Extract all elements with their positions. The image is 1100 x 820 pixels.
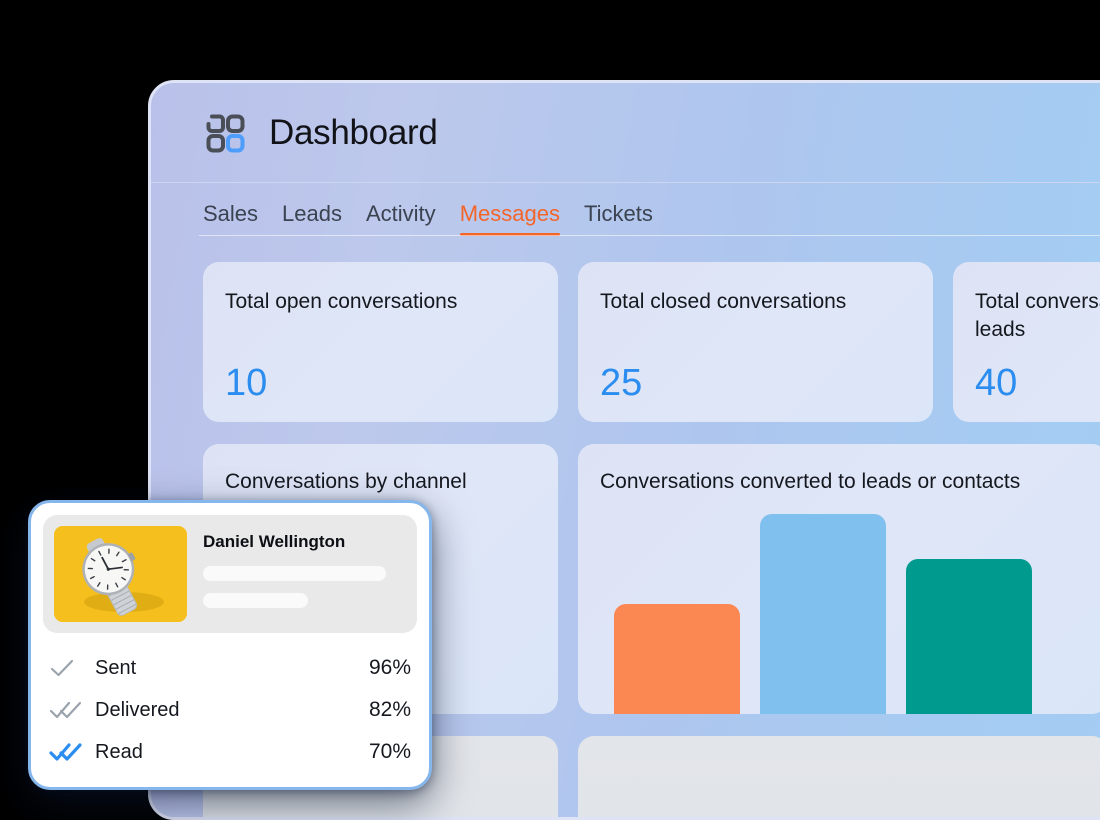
message-stats-overlay-card: Daniel Wellington Sent 96% Delivered (28, 500, 432, 790)
bar-3 (906, 559, 1032, 714)
tab-leads[interactable]: Leads (282, 201, 342, 226)
stat-row-delivered: Delivered 82% (49, 689, 411, 731)
double-check-icon (49, 743, 95, 761)
stat-card-label: Total conversations converted to leads (975, 290, 1100, 341)
tab-tickets[interactable]: Tickets (583, 201, 653, 226)
chart-title: Conversations converted to leads or cont… (600, 470, 1021, 493)
stat-row-label: Read (95, 740, 143, 763)
stat-row-label: Sent (95, 656, 137, 679)
bar-chart (614, 514, 1032, 714)
product-info: Daniel Wellington (203, 526, 406, 608)
product-preview[interactable]: Daniel Wellington (43, 515, 417, 633)
wristwatch-on-yellow-photo (54, 526, 187, 622)
stat-card-row: Total open conversations 10 Total closed… (151, 236, 1100, 422)
page-title: Dashboard (269, 113, 438, 152)
tab-sales[interactable]: Sales (203, 201, 259, 226)
stat-row-value: 70% (368, 740, 411, 763)
stat-card-open-conversations[interactable]: Total open conversations 10 (203, 262, 558, 422)
message-delivery-stats: Sent 96% Delivered 82% Read 70% (43, 633, 417, 773)
product-name: Daniel Wellington (203, 532, 346, 551)
stat-row-label: Delivered (95, 698, 180, 721)
double-check-icon (49, 701, 95, 719)
bar-1 (614, 604, 740, 714)
tab-activity[interactable]: Activity (366, 201, 436, 226)
single-check-icon (49, 659, 95, 677)
stat-card-value: 40 (975, 362, 1018, 404)
stat-row-sent: Sent 96% (49, 647, 411, 689)
placeholder-line-2 (203, 593, 308, 608)
bar-2 (760, 514, 886, 714)
stat-row-value: 96% (368, 656, 411, 679)
stat-card-label: Total closed conversations (600, 290, 847, 313)
tab-messages[interactable]: Messages (459, 201, 561, 236)
stat-card-closed-conversations[interactable]: Total closed conversations 25 (578, 262, 933, 422)
stat-row-value: 82% (368, 698, 411, 721)
stat-row-read: Read 70% (49, 731, 411, 773)
dashboard-tabs: Sales Leads Activity Messages Tickets (151, 183, 1100, 236)
stat-card-value: 25 (600, 362, 643, 404)
stat-card-converted-conversations[interactable]: Total conversations converted to leads 4… (953, 262, 1100, 422)
dashboard-header: Dashboard (151, 83, 1100, 183)
chart-card-converted-leads[interactable]: Conversations converted to leads or cont… (578, 444, 1100, 714)
placeholder-line-1 (203, 566, 386, 581)
grid-squares-logo-icon (203, 111, 247, 155)
stat-card-label: Total open conversations (225, 290, 458, 313)
stat-card-value: 10 (225, 362, 268, 404)
bottom-card-right[interactable] (578, 736, 1100, 817)
